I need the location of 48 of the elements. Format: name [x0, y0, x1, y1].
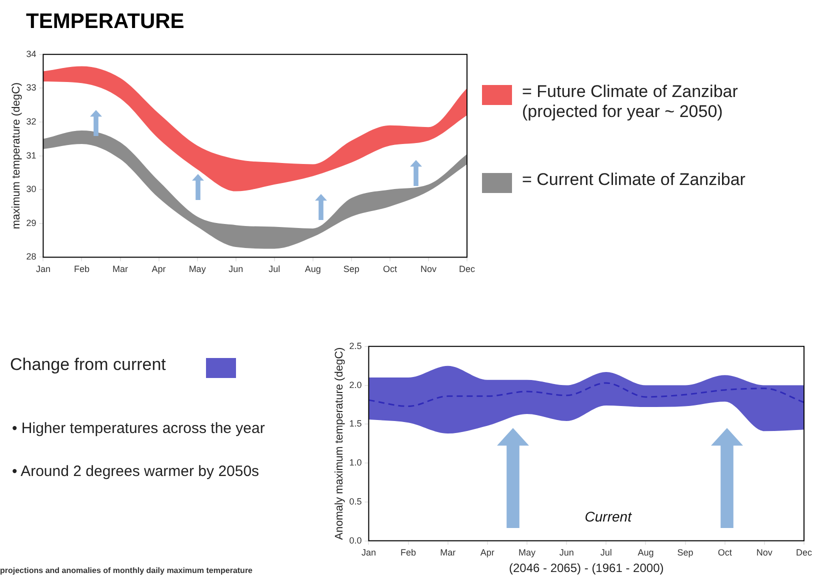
y-tick-label: 0.5 [349, 496, 362, 506]
text: • Around 2 degrees warmer by 2050s [12, 463, 260, 480]
x-tick-label: Mar [112, 264, 128, 274]
x-tick-label: Jun [559, 548, 574, 558]
x-tick-label: Feb [74, 264, 90, 274]
x-tick-label: Nov [756, 548, 773, 558]
legend-label: = Future Climate of Zanzibar (projected for year ~ 2050) [522, 82, 739, 122]
legend-label: = Current Climate of Zanzibar [522, 170, 746, 190]
x-tick-label: May [188, 264, 206, 274]
x-tick-label: Apr [480, 548, 494, 558]
x-tick-label: Mar [440, 548, 456, 558]
x-tick-label: Jul [268, 264, 280, 274]
x-tick-label: Oct [382, 264, 398, 274]
x-tick-label: Dec [458, 264, 476, 274]
x-tick-label: Sep [677, 548, 694, 558]
x-tick-label: Jul [600, 548, 612, 558]
x-tick-label: Aug [304, 264, 321, 274]
y-tick-label: 1.0 [349, 458, 362, 468]
x-tick-label: May [518, 548, 536, 558]
legend-label: Change from current [10, 355, 166, 375]
y-tick-label: 29 [26, 218, 36, 228]
y-tick-label: 30 [26, 184, 36, 194]
y-tick-label: 2.0 [349, 380, 362, 390]
x-tick-label: Aug [638, 548, 654, 558]
text: • Higher temperatures across the year [12, 420, 265, 437]
y-tick-label: 33 [26, 82, 36, 93]
text: projections and anomalies of monthly daily maximum temperature [0, 566, 254, 575]
x-tick-label: Nov [420, 264, 437, 274]
y-tick-label: 34 [26, 48, 36, 59]
annotation: Current [584, 508, 633, 524]
x-tick-label: Oct [718, 548, 732, 558]
x-tick-label: Dec [796, 548, 812, 558]
y-tick-label: 1.5 [349, 418, 362, 429]
x-tick-label: Feb [400, 548, 416, 558]
x-axis-title: (2046 - 2065) - (1961 - 2000) [508, 561, 664, 576]
y-tick-label: 2.5 [349, 340, 362, 351]
y-tick-label: 32 [26, 116, 36, 126]
x-tick-label: Jun [228, 264, 244, 274]
y-axis-title: maximum temperature (degC) [10, 82, 23, 230]
chart-title: TEMPERATURE [26, 10, 184, 34]
y-tick-label: 28 [26, 252, 36, 262]
x-tick-label: Jan [36, 264, 50, 274]
x-tick-label: Jan [361, 548, 376, 558]
y-axis-title: Anomaly maximum temperature (degC) [334, 347, 346, 540]
x-tick-label: Sep [343, 264, 360, 274]
x-tick-label: Apr [152, 264, 166, 274]
y-tick-label: 31 [26, 150, 36, 160]
y-tick-label: 0.0 [349, 535, 362, 546]
